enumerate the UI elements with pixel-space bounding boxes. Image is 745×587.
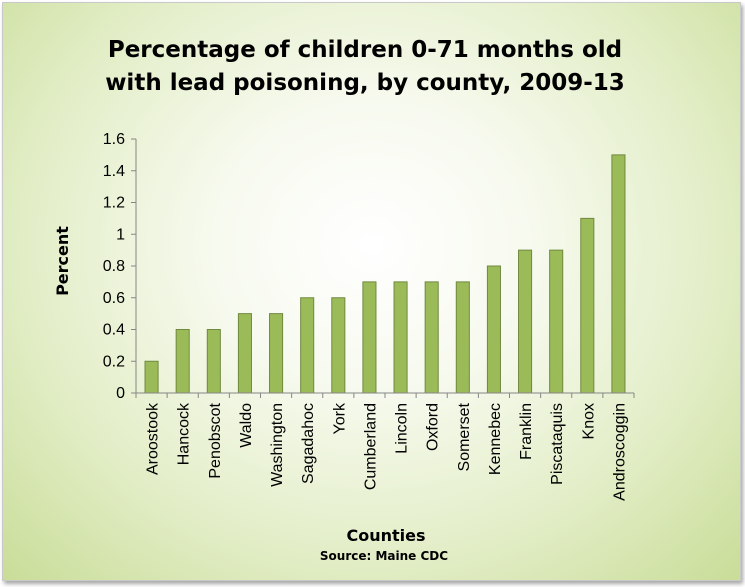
x-category-label: Franklin — [518, 403, 535, 460]
x-category-label: Penobscot — [207, 402, 224, 478]
x-category-label: Lincoln — [394, 403, 411, 454]
y-tick-label: 1.2 — [103, 195, 125, 212]
bar-somerset — [455, 281, 470, 394]
y-tick-label: 1.4 — [103, 163, 125, 180]
x-category-label: Sagadahoc — [300, 403, 317, 484]
y-axis: 0 0.2 0.4 0.6 0.8 1 1.2 1.4 1.6 — [103, 131, 137, 402]
y-axis-title: Percent — [53, 226, 72, 296]
bar-sagadahoc — [300, 297, 315, 394]
x-category-label: Somerset — [456, 402, 473, 471]
bar-knox — [580, 217, 595, 394]
bars — [144, 154, 626, 394]
bar-washington — [269, 313, 284, 394]
x-category-label: Kennebec — [487, 403, 504, 475]
bar-hancock — [175, 329, 190, 394]
x-category-label: Aroostook — [145, 402, 162, 475]
bar-androscoggin — [611, 154, 626, 394]
bar-kennebec — [486, 265, 501, 394]
bar-penobscot — [206, 329, 221, 394]
source-note: Source: Maine CDC — [320, 549, 448, 563]
y-tick-label: 0.2 — [103, 353, 125, 370]
y-tick-label: 0 — [116, 385, 125, 402]
x-category-label: Washington — [269, 403, 286, 487]
bar-lincoln — [393, 281, 408, 394]
x-category-label: Waldo — [238, 403, 255, 448]
bar-cumberland — [362, 281, 377, 394]
x-category-label: Cumberland — [362, 403, 379, 490]
x-category-label: Hancock — [176, 402, 193, 465]
x-category-label: Oxford — [425, 403, 442, 451]
y-tick-label: 0.4 — [103, 322, 125, 339]
bar-franklin — [518, 249, 533, 394]
x-category-label: Piscataquis — [549, 403, 566, 485]
x-category-label: York — [331, 402, 348, 434]
y-tick-label: 1 — [116, 226, 125, 243]
y-tick-label: 0.8 — [103, 258, 125, 275]
chart-title-line-2: with lead poisoning, by county, 2009-13 — [105, 70, 625, 96]
bar-aroostook — [144, 360, 159, 394]
bar-oxford — [424, 281, 439, 394]
bar-waldo — [237, 313, 252, 394]
chart-title-line-1: Percentage of children 0-71 months old — [108, 37, 622, 63]
x-axis: Aroostook Hancock Penobscot Waldo Washington… — [135, 392, 635, 501]
y-tick-label: 0.6 — [103, 290, 125, 307]
y-tick-label: 1.6 — [103, 131, 125, 148]
bar-piscataquis — [549, 249, 564, 394]
bar-york — [331, 297, 346, 394]
x-category-label: Knox — [580, 403, 597, 439]
x-category-label: Androscoggin — [611, 403, 628, 501]
chart-frame: Percentage of children 0-71 months old w… — [2, 2, 741, 581]
x-axis-title: Counties — [346, 526, 425, 545]
bar-chart: Percentage of children 0-71 months old w… — [53, 37, 635, 563]
